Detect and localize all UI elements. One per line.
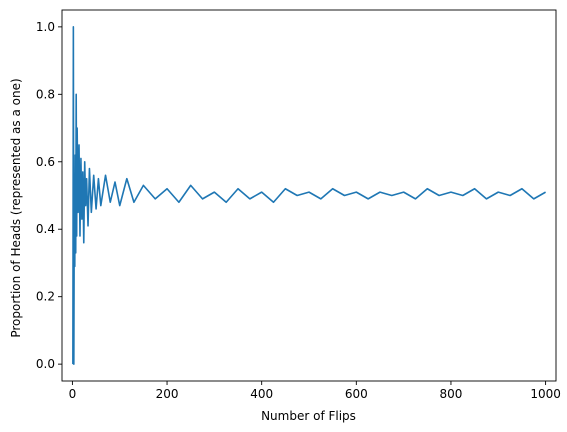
y-tick-label: 0.4 (36, 222, 55, 236)
plot-frame (61, 9, 557, 382)
y-tick-label: 0.6 (36, 155, 55, 169)
y-axis-label: Proportion of Heads (represented as a on… (9, 78, 23, 337)
x-axis: 0 200 400 600 800 1000 (69, 381, 561, 401)
x-tick-label: 1000 (530, 387, 561, 401)
y-tick-label: 1.0 (36, 20, 55, 34)
x-tick-label: 600 (345, 387, 368, 401)
x-tick-label: 800 (440, 387, 463, 401)
y-tick-label: 0.8 (36, 87, 55, 101)
y-axis: 0.0 0.2 0.4 0.6 0.8 1.0 (36, 20, 62, 371)
x-tick-label: 200 (156, 387, 179, 401)
x-tick-label: 400 (250, 387, 273, 401)
x-axis-label: Number of Flips (261, 409, 356, 423)
series-line (72, 26, 546, 365)
y-tick-label: 0.2 (36, 290, 55, 304)
y-tick-label: 0.0 (36, 357, 55, 371)
x-tick-label: 0 (69, 387, 77, 401)
plot-area (61, 9, 557, 382)
